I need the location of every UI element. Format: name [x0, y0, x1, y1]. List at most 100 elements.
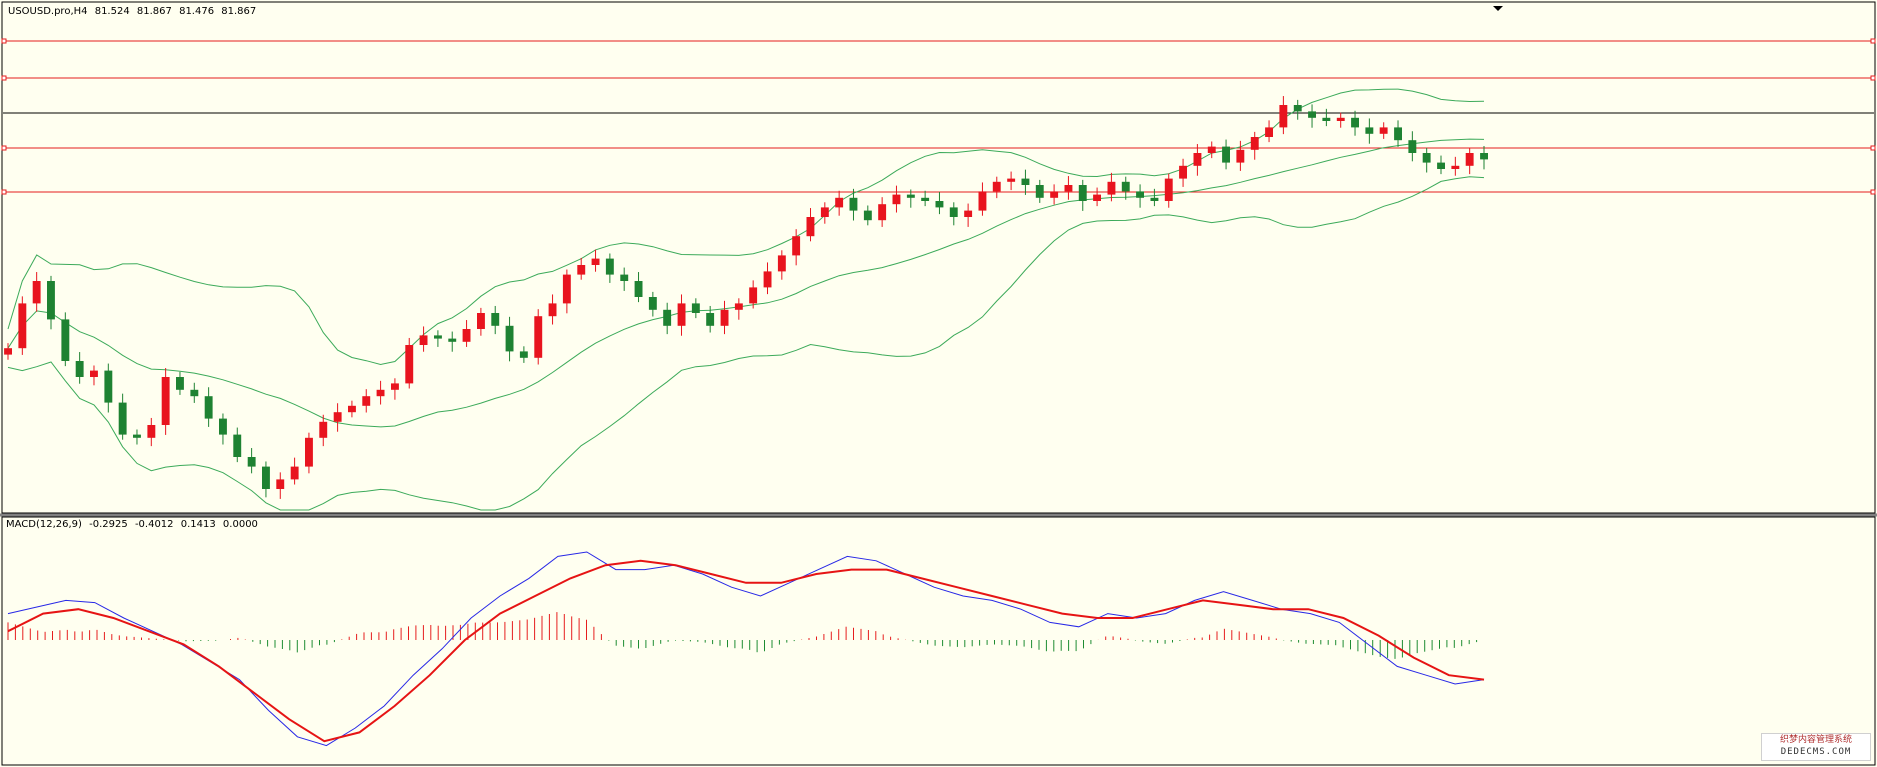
candle-body: [1193, 153, 1202, 166]
candle-body: [1265, 127, 1273, 137]
level-handle-right-4: [1870, 145, 1876, 151]
candle-body: [1365, 127, 1374, 134]
symbol-label: USOUSD.pro,H4: [8, 6, 88, 17]
candle-body: [47, 281, 55, 320]
candle-body: [276, 479, 285, 489]
low-value: 81.476: [179, 6, 215, 17]
macd-line: [7, 551, 1485, 747]
candle-body: [1351, 117, 1359, 128]
candle-body: [118, 402, 127, 435]
candle-body: [176, 377, 184, 390]
candle-body: [219, 418, 227, 435]
candle-body: [305, 437, 313, 467]
candle-body: [1408, 140, 1417, 153]
candle-body: [749, 287, 758, 304]
candle-body: [706, 313, 715, 326]
high-value: 81.867: [136, 6, 172, 17]
candle-body: [1093, 194, 1101, 201]
candle-body: [663, 309, 672, 326]
candle-body: [820, 207, 829, 217]
macd-value-1: -0.2925: [89, 519, 128, 530]
candle-body: [591, 258, 600, 265]
shift-marker-icon: [1493, 6, 1503, 11]
candle-body: [462, 329, 471, 342]
candle-body: [620, 274, 629, 281]
candle-body: [1179, 165, 1187, 179]
level-handle-left-2: [1, 75, 7, 81]
candle-body: [921, 197, 930, 201]
candle-body: [18, 303, 27, 349]
watermark-logo: 织梦内容管理系统 DEDECMS.COM: [1761, 733, 1871, 761]
candle-body: [906, 194, 915, 198]
candle-body: [75, 361, 84, 377]
candle-body: [1336, 117, 1345, 121]
candle-body: [634, 281, 643, 297]
close-value: 81.867: [221, 6, 257, 17]
macd-value-2: -0.4012: [134, 519, 174, 530]
candle-body: [720, 309, 729, 326]
candle-body: [534, 316, 543, 358]
candle-body: [290, 466, 299, 480]
candle-body: [190, 389, 199, 397]
macd-panel-frame: [1, 516, 1876, 766]
candle-body: [978, 191, 987, 211]
bollinger-middle-band: [7, 138, 1485, 428]
candle-body: [104, 370, 113, 403]
candle-body: [1007, 178, 1016, 182]
candle-body: [133, 434, 141, 438]
candle-body: [863, 210, 872, 221]
level-handle-right-5: [1870, 189, 1876, 195]
candle-body: [1050, 191, 1059, 198]
macd-signal-line: [7, 559, 1485, 743]
candle-body: [1136, 191, 1144, 198]
candle-body: [648, 297, 657, 310]
candle-body: [562, 274, 571, 304]
candle-body: [32, 281, 41, 304]
candle-body: [1150, 197, 1159, 201]
candle-body: [892, 194, 901, 205]
candle-body: [1322, 117, 1331, 121]
candle-body: [1480, 153, 1488, 160]
candle-body: [935, 201, 944, 208]
candle-body: [391, 383, 399, 390]
candle-body: [61, 319, 70, 361]
candle-body: [1308, 111, 1316, 118]
candle-body: [204, 396, 213, 419]
main-panel-frame: [1, 1, 1876, 514]
level-handle-left-4: [1, 145, 7, 151]
watermark-line-2: DEDECMS.COM: [1780, 747, 1852, 757]
candle-body: [161, 377, 170, 425]
candle-body: [1164, 178, 1173, 201]
candle-body: [1021, 178, 1030, 185]
candle-body: [763, 271, 772, 288]
candle-body: [1422, 153, 1431, 163]
candle-body: [376, 389, 385, 397]
candle-body: [90, 370, 98, 377]
macd-panel-header: MACD(12,26,9) -0.2925 -0.4012 0.1413 0.0…: [6, 519, 262, 530]
level-handle-right-2: [1870, 75, 1876, 81]
candle-body: [1250, 137, 1259, 150]
open-value: 81.524: [94, 6, 130, 17]
candle-body: [247, 457, 256, 467]
candle-body: [405, 345, 414, 384]
level-handle-left-1: [1, 38, 7, 44]
candle-body: [477, 313, 485, 329]
candle-body: [1394, 127, 1402, 141]
candle-body: [419, 335, 428, 345]
candle-body: [1279, 105, 1288, 128]
candle-body: [806, 217, 815, 237]
level-handle-left-5: [1, 189, 7, 195]
candle-body: [505, 325, 514, 352]
candle-body: [491, 313, 500, 326]
candle-body: [1293, 105, 1302, 112]
candle-body: [964, 210, 973, 217]
candle-body: [1222, 146, 1230, 163]
candle-body: [434, 335, 442, 339]
watermark-line-1: 织梦内容管理系统: [1779, 735, 1852, 745]
candle-body: [548, 303, 557, 317]
candle-body: [1465, 153, 1474, 166]
candle-body: [348, 405, 356, 413]
candle-body: [233, 434, 242, 457]
candle-body: [1035, 185, 1044, 198]
